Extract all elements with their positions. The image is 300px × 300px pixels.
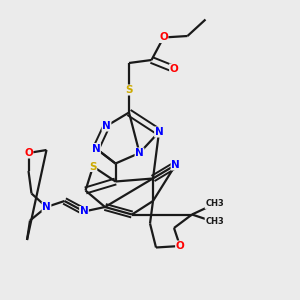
- Text: O: O: [24, 148, 33, 158]
- Text: N: N: [42, 202, 51, 212]
- Text: O: O: [159, 32, 168, 43]
- Text: S: S: [89, 161, 97, 172]
- Text: S: S: [125, 85, 133, 95]
- Text: N: N: [92, 143, 100, 154]
- Text: CH3: CH3: [205, 200, 224, 208]
- Text: N: N: [102, 121, 111, 131]
- Text: N: N: [154, 127, 164, 137]
- Text: CH3: CH3: [205, 218, 224, 226]
- Text: O: O: [176, 241, 184, 251]
- Text: O: O: [169, 64, 178, 74]
- Text: N: N: [135, 148, 144, 158]
- Text: N: N: [80, 206, 88, 217]
- Text: N: N: [171, 160, 180, 170]
